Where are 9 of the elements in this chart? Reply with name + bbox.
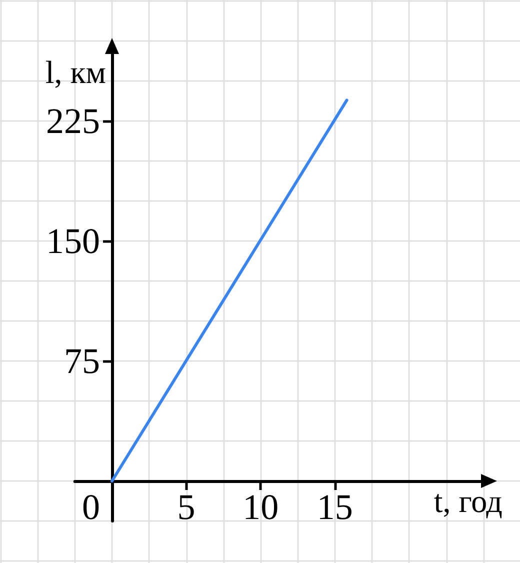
x-tick-label: 15 [316,487,353,527]
x-tick-label: 5 [177,487,196,527]
y-tick-label: 150 [46,221,100,261]
x-tick-label: 0 [82,487,100,527]
x-axis-title: t, год [434,483,502,519]
y-axis-title: l, км [45,54,106,90]
y-tick-label: 225 [46,101,100,141]
y-tick-label: 75 [64,341,100,381]
x-tick-label: 10 [242,487,279,527]
